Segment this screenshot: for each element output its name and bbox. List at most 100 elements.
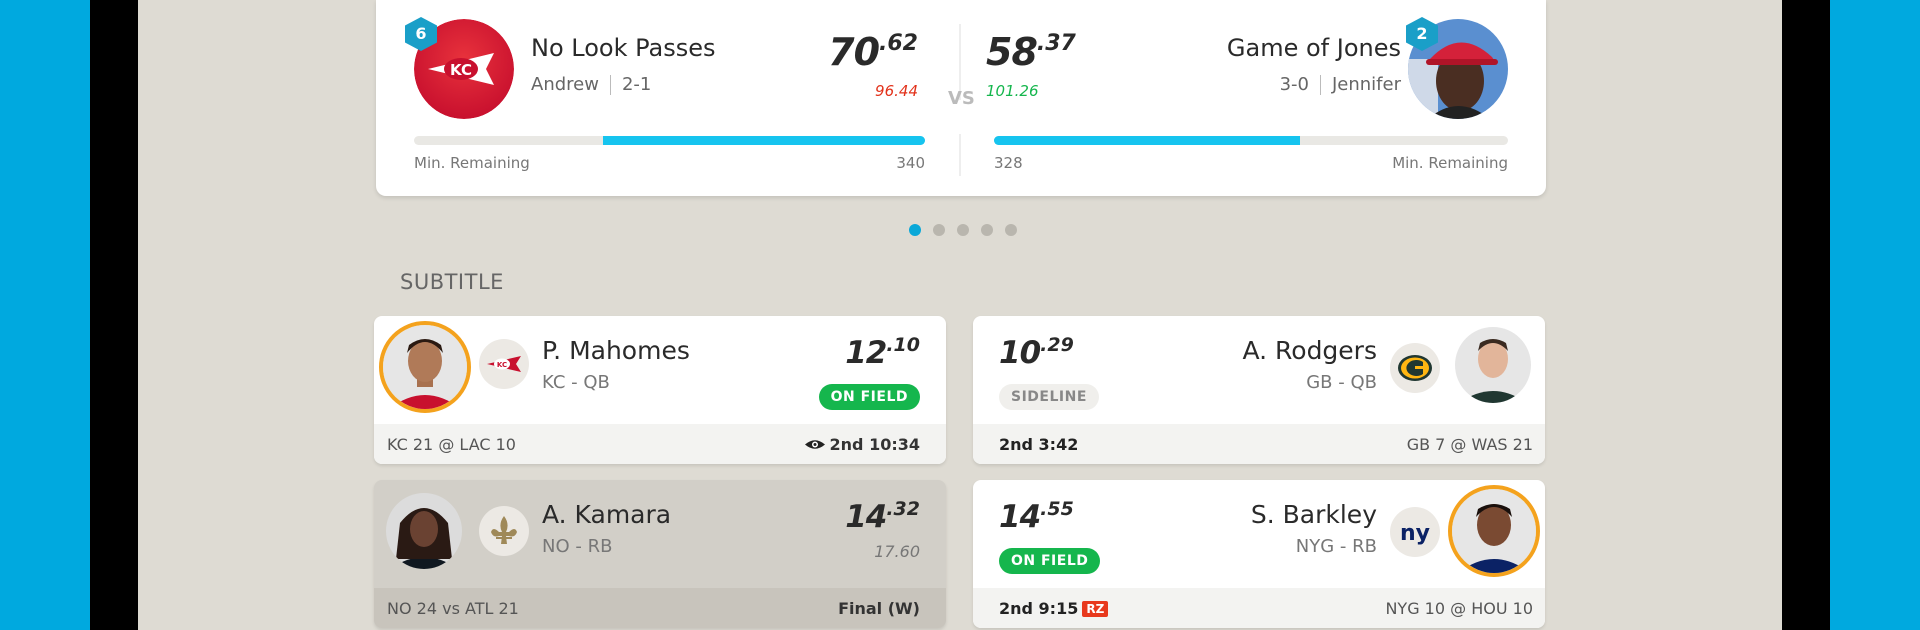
player-card-kamara[interactable]: A. Kamara NO - RB 14.32 17.60 NO 24 vs A…: [374, 480, 946, 628]
player-team-position: GB - QB: [1306, 372, 1377, 393]
player-name: S. Barkley: [1250, 500, 1377, 529]
player-name: P. Mahomes: [542, 336, 690, 365]
status-badge: SIDELINE: [999, 384, 1099, 410]
pagination-dot-1[interactable]: [909, 224, 921, 236]
chiefs-logo-icon: KC: [487, 356, 521, 372]
svg-text:KC: KC: [450, 61, 472, 79]
away-score-int: 58: [986, 30, 1038, 74]
player-score: 14.55: [999, 498, 1074, 535]
pagination-dot-2[interactable]: [933, 224, 945, 236]
player-card-barkley[interactable]: 14.55 ON FIELD S. Barkley NYG - RB ny 2n…: [973, 480, 1545, 628]
svg-text:ny: ny: [1400, 521, 1430, 546]
player-name: A. Kamara: [542, 500, 672, 529]
divider: [609, 75, 611, 95]
home-projected: 96.44: [875, 82, 918, 100]
away-rank-badge: 2: [1406, 17, 1438, 51]
game-clock-text: 2nd 10:34: [829, 435, 920, 454]
pagination-dot-4[interactable]: [981, 224, 993, 236]
home-score: 70.62: [828, 30, 918, 74]
player-card-rodgers[interactable]: 10.29 SIDELINE A. Rodgers GB - QB 2nd 3:…: [973, 316, 1545, 464]
team-logo: [1390, 343, 1440, 393]
player-position: RB: [1352, 536, 1377, 557]
section-title: SUBTITLE: [400, 270, 504, 294]
home-rank-badge: 6: [405, 17, 437, 51]
pagination-dot-3[interactable]: [957, 224, 969, 236]
player-photo: [1455, 327, 1531, 403]
home-record: 2-1: [621, 74, 652, 95]
pagination-dot-5[interactable]: [1005, 224, 1017, 236]
game-score: GB 7 @ WAS 21: [1406, 435, 1533, 454]
game-clock-text: 2nd 9:15: [999, 599, 1079, 618]
player-score: 12.10: [845, 334, 920, 371]
player-score-dec: .32: [886, 498, 920, 520]
away-min-remaining-label: Min. Remaining: [1392, 154, 1508, 172]
watch-eye-icon: [804, 440, 825, 449]
saints-fleur-de-lis-icon: [491, 516, 517, 544]
carousel-pagination[interactable]: [909, 224, 1017, 236]
player-headshot-icon: [1452, 489, 1536, 573]
away-team-meta: 3-0 Jennifer: [1280, 74, 1401, 95]
away-progress-bar: [994, 136, 1508, 145]
home-owner: Andrew: [531, 74, 599, 95]
home-score-dec: .62: [879, 31, 918, 56]
away-team-name: Game of Jones: [1226, 34, 1401, 62]
divider: [1319, 75, 1321, 95]
game-info-bar: 2nd 3:42 GB 7 @ WAS 21: [973, 424, 1545, 464]
player-score-int: 14: [845, 499, 887, 535]
player-score-int: 12: [845, 335, 887, 371]
home-team-meta: Andrew 2-1: [531, 74, 651, 95]
player-score-dec: .29: [1040, 334, 1074, 356]
left-frame-bar: [90, 0, 138, 630]
player-card-mahomes[interactable]: KC P. Mahomes KC - QB 12.10 ON FIELD KC …: [374, 316, 946, 464]
player-team: KC: [542, 372, 566, 393]
player-score-int: 14: [999, 499, 1041, 535]
away-projected: 101.26: [986, 82, 1039, 100]
player-headshot-icon: [383, 325, 467, 409]
game-score: NO 24 vs ATL 21: [387, 599, 519, 618]
player-score-dec: .10: [886, 334, 920, 356]
home-progress-fill: [603, 136, 925, 145]
chiefs-arrowhead-icon: KC: [414, 19, 514, 119]
game-info-bar: 2nd 9:15 RZ NYG 10 @ HOU 10: [973, 588, 1545, 628]
game-clock: 2nd 9:15 RZ: [999, 599, 1109, 618]
away-score-dec: .37: [1036, 31, 1076, 56]
game-info-bar: KC 21 @ LAC 10 2nd 10:34: [374, 424, 946, 464]
player-team: NYG: [1295, 536, 1335, 557]
game-score: KC 21 @ LAC 10: [387, 435, 516, 454]
home-score-int: 70: [828, 30, 880, 74]
packers-logo-icon: [1398, 355, 1432, 381]
player-position: RB: [587, 536, 613, 557]
status-badge: ON FIELD: [818, 384, 920, 410]
vs-label: VS: [948, 88, 975, 109]
team-logo: [479, 506, 529, 556]
player-position: QB: [1350, 372, 1377, 393]
home-team-name: No Look Passes: [531, 34, 716, 62]
redzone-badge: RZ: [1082, 601, 1109, 617]
player-team: NO: [542, 536, 570, 557]
away-score: 58.37: [986, 30, 1076, 74]
player-team-position: KC - QB: [542, 372, 610, 393]
player-score-dec: .55: [1040, 498, 1074, 520]
player-team-position: NO - RB: [542, 536, 613, 557]
matchup-card[interactable]: KC 6 No Look Passes Andrew 2-1 70.62 96.4…: [376, 0, 1546, 196]
player-team-position: NYG - RB: [1295, 536, 1377, 557]
home-min-remaining-label: Min. Remaining: [414, 154, 530, 172]
right-frame-bar: [1782, 0, 1830, 630]
giants-ny-icon: ny: [1400, 521, 1430, 546]
team-logo: KC: [479, 339, 529, 389]
game-clock[interactable]: 2nd 10:34: [804, 435, 920, 454]
away-progress-fill: [994, 136, 1300, 145]
away-min-remaining-value: 328: [994, 154, 1023, 172]
player-photo: [386, 493, 462, 569]
main-stage: KC 6 No Look Passes Andrew 2-1 70.62 96.4…: [138, 0, 1782, 630]
player-photo: [379, 321, 471, 413]
player-headshot-icon: [1455, 327, 1531, 403]
team-logo: ny: [1390, 507, 1440, 557]
game-status: Final (W): [838, 599, 920, 618]
home-team-logo: KC: [414, 19, 514, 119]
svg-text:KC: KC: [497, 361, 507, 369]
player-score: 10.29: [999, 334, 1074, 371]
player-position: QB: [583, 372, 610, 393]
game-score: NYG 10 @ HOU 10: [1385, 599, 1533, 618]
player-team: GB: [1306, 372, 1333, 393]
